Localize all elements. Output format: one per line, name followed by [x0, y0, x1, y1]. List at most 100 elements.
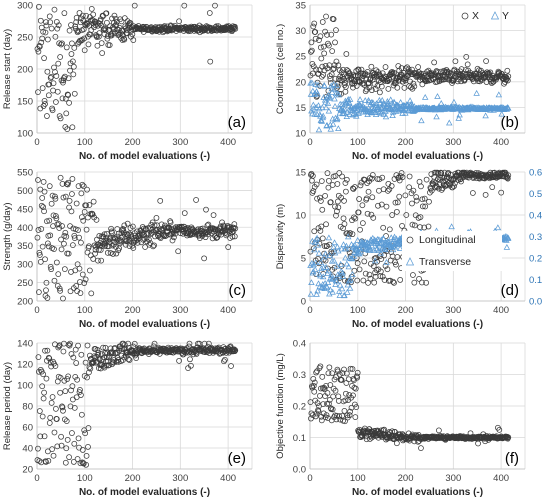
data-point — [65, 179, 72, 186]
data-point — [347, 365, 354, 372]
data-point — [334, 114, 341, 121]
legend-marker — [461, 12, 469, 20]
data-point — [97, 247, 104, 253]
data-point — [345, 99, 353, 106]
data-point — [343, 370, 350, 377]
data-point — [73, 360, 80, 366]
data-point — [231, 221, 238, 228]
data-point — [312, 413, 319, 420]
data-point — [70, 242, 76, 249]
data-point — [317, 363, 324, 370]
legend-label: Transverse — [419, 256, 471, 268]
x-tick-label: 300 — [445, 137, 461, 148]
data-point — [431, 59, 438, 66]
data-point — [396, 193, 403, 200]
data-point — [153, 215, 160, 221]
data-point — [65, 250, 72, 257]
data-point — [325, 184, 332, 191]
data-point — [355, 209, 362, 216]
data-point — [350, 242, 357, 249]
data-point — [322, 28, 328, 35]
data-point — [84, 342, 91, 349]
y-tick-label: 0.2 — [293, 402, 306, 413]
x-axis-title: No. of model evaluations (-) — [352, 487, 483, 498]
data-point — [99, 50, 106, 56]
data-point — [339, 273, 347, 279]
data-point — [80, 217, 87, 224]
y-right-tick-label: 0.1 — [529, 275, 542, 286]
data-point — [433, 113, 440, 120]
panel-label: (c) — [229, 282, 247, 299]
data-point — [378, 83, 385, 90]
y-tick-label: 15 — [295, 168, 306, 179]
data-point — [36, 408, 43, 414]
data-point — [42, 101, 48, 107]
data-point — [326, 364, 333, 371]
data-point — [378, 239, 385, 246]
data-point — [331, 65, 337, 72]
y-tick-label: 200 — [17, 297, 33, 308]
data-point — [72, 373, 79, 380]
data-point — [487, 78, 494, 85]
data-point — [386, 226, 393, 233]
data-point — [53, 99, 59, 105]
data-point — [318, 265, 325, 271]
data-point — [397, 277, 404, 283]
data-point — [103, 230, 110, 237]
data-point — [95, 22, 101, 29]
data-point — [353, 112, 360, 119]
data-point — [75, 342, 81, 349]
x-tick-label: 400 — [493, 137, 509, 148]
data-point — [65, 75, 72, 82]
data-point — [73, 14, 80, 21]
x-tick-label: 400 — [220, 473, 236, 484]
data-point — [413, 197, 420, 204]
data-point — [47, 232, 54, 239]
data-point — [106, 362, 113, 369]
data-point — [483, 58, 489, 64]
data-point — [314, 241, 322, 248]
data-point — [354, 369, 361, 376]
data-point — [326, 396, 333, 403]
data-point — [323, 383, 329, 389]
data-point — [209, 347, 216, 354]
data-point — [333, 374, 339, 380]
data-point — [325, 267, 332, 274]
data-point — [328, 88, 336, 95]
data-point — [384, 100, 392, 106]
data-point — [308, 279, 315, 286]
data-point — [62, 229, 69, 236]
y-tick-label: 450 — [17, 204, 33, 215]
data-point — [329, 288, 336, 295]
y-tick-label: 60 — [22, 423, 33, 434]
data-point — [387, 243, 394, 250]
data-point — [349, 217, 355, 224]
data-point — [376, 176, 383, 183]
data-point — [42, 256, 48, 263]
data-point — [311, 238, 318, 245]
data-point — [58, 41, 64, 48]
data-point — [352, 414, 359, 420]
data-point — [188, 362, 194, 369]
data-point — [130, 343, 137, 350]
data-point — [36, 3, 42, 10]
data-point — [118, 18, 125, 25]
data-point — [322, 257, 329, 264]
data-point — [340, 241, 347, 248]
data-point — [212, 2, 218, 9]
data-point — [409, 221, 416, 228]
data-point — [393, 261, 399, 268]
y-tick-label: 500 — [17, 186, 33, 197]
data-point — [317, 194, 323, 201]
data-point — [463, 53, 470, 60]
data-point — [370, 246, 378, 253]
data-point — [61, 340, 67, 347]
data-point — [392, 199, 399, 206]
data-point — [458, 178, 464, 185]
data-point — [144, 231, 151, 238]
data-point — [391, 69, 397, 76]
data-point — [370, 263, 377, 269]
data-point — [355, 66, 362, 73]
data-point — [338, 285, 346, 292]
data-point — [320, 43, 327, 50]
